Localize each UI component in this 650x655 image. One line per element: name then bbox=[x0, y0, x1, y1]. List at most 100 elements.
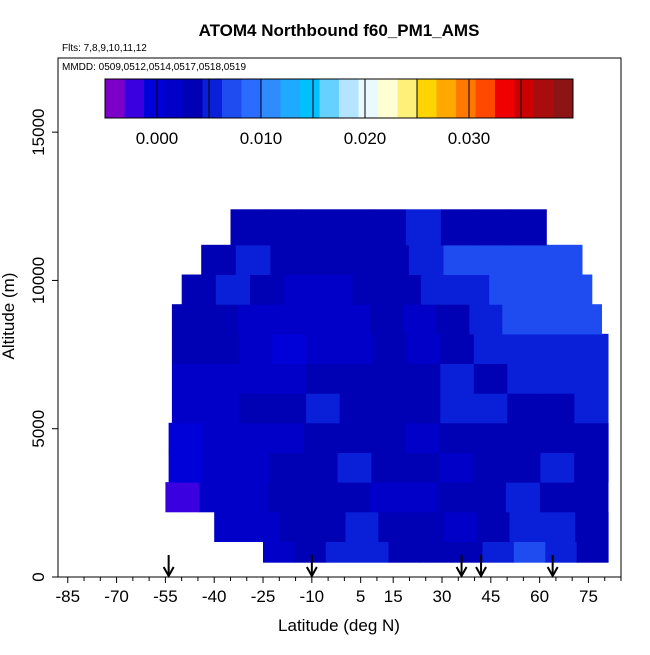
colorbar-segment bbox=[124, 79, 145, 118]
heatmap-cell bbox=[547, 244, 583, 275]
heatmap-cell bbox=[339, 363, 374, 394]
heatmap-cell bbox=[337, 452, 372, 483]
heatmap-cell bbox=[171, 393, 206, 424]
dates-label: MMDD: 0509,0512,0514,0517,0518,0519 bbox=[62, 62, 246, 73]
colorbar-segment bbox=[105, 79, 125, 118]
heatmap-cell bbox=[472, 452, 508, 483]
colorbar-segment bbox=[514, 79, 535, 118]
heatmap-cell bbox=[272, 393, 307, 424]
flight-arrow-head bbox=[455, 566, 468, 579]
heatmap-cell bbox=[540, 363, 575, 394]
heatmap-cell bbox=[573, 482, 609, 513]
heatmap-cell bbox=[576, 541, 609, 563]
heatmap-cell bbox=[236, 452, 271, 483]
heatmap-cell bbox=[574, 452, 609, 483]
heatmap-cell bbox=[294, 541, 327, 563]
x-tick-label: 60 bbox=[530, 587, 549, 606]
heatmap-cell bbox=[535, 304, 569, 335]
colorbar-segment bbox=[358, 79, 379, 118]
colorbar-segment bbox=[222, 79, 242, 118]
chart-title: ATOM4 Northbound f60_PM1_AMS bbox=[199, 21, 480, 40]
flight-arrow-head bbox=[475, 566, 487, 579]
heatmap-cell bbox=[306, 393, 341, 424]
heatmap-cell bbox=[265, 209, 302, 246]
heatmap-cell bbox=[542, 511, 576, 542]
heatmap-cell bbox=[168, 452, 203, 483]
y-tick-label: 10000 bbox=[29, 257, 48, 304]
heatmap-cell bbox=[440, 333, 475, 364]
heatmap-cell bbox=[471, 482, 507, 513]
heatmap-cell bbox=[443, 511, 478, 542]
x-tick-label: 5 bbox=[356, 587, 365, 606]
colorbar-tick-label: 0.000 bbox=[136, 129, 179, 148]
heatmap-cell bbox=[511, 209, 547, 246]
plot-frame bbox=[57, 57, 622, 578]
heatmap-cell bbox=[545, 541, 578, 563]
colorbar-tick-label: 0.030 bbox=[448, 129, 491, 148]
heatmap-cell bbox=[575, 511, 609, 542]
heatmap-cell bbox=[472, 422, 508, 453]
heatmap-cell bbox=[272, 333, 307, 364]
x-tick-label: 30 bbox=[433, 587, 452, 606]
heatmap-cell bbox=[339, 333, 374, 364]
heatmap-cell bbox=[339, 244, 375, 275]
heatmap-cell bbox=[371, 452, 406, 483]
heatmap-cell bbox=[406, 363, 441, 394]
heatmap-cell bbox=[205, 393, 240, 424]
heatmap-cell bbox=[574, 333, 609, 364]
colorbar-tick-label: 0.010 bbox=[240, 129, 283, 148]
colorbar-segment bbox=[163, 79, 184, 118]
heatmap-cell bbox=[482, 541, 515, 563]
heatmap-cell bbox=[250, 274, 285, 305]
heatmap-cell bbox=[439, 452, 474, 483]
heatmap-cell bbox=[440, 209, 477, 246]
heatmap-cell bbox=[388, 541, 421, 563]
y-tick-label: 15000 bbox=[29, 109, 48, 156]
colorbar-segment bbox=[144, 79, 164, 118]
colorbar-segment bbox=[417, 79, 437, 118]
heatmap-cell bbox=[168, 422, 203, 453]
heatmap-cell bbox=[270, 452, 305, 483]
heatmap-cell bbox=[247, 511, 281, 542]
heatmap-cell bbox=[239, 333, 274, 364]
x-tick-label: -10 bbox=[300, 587, 325, 606]
heatmap-cell bbox=[512, 244, 548, 275]
flights-label: Flts: 7,8,9,10,11,12 bbox=[62, 43, 147, 54]
heatmap-cell bbox=[373, 393, 408, 424]
heatmap-cell bbox=[440, 393, 475, 424]
colorbar-segment bbox=[300, 79, 320, 118]
colorbar-segment bbox=[241, 79, 262, 118]
x-tick-label: -25 bbox=[251, 587, 276, 606]
heatmap-cell bbox=[301, 482, 337, 513]
heatmap-cell bbox=[473, 393, 508, 424]
heatmap-cell bbox=[574, 393, 609, 424]
heatmap-cell bbox=[378, 511, 412, 542]
colorbar-segment bbox=[553, 79, 574, 118]
heatmap-cell bbox=[235, 244, 271, 275]
flight-arrow bbox=[546, 555, 559, 579]
flight-arrow bbox=[455, 555, 468, 579]
heatmap-cell bbox=[215, 274, 251, 305]
x-tick-label: 75 bbox=[579, 587, 598, 606]
heatmap-cell bbox=[204, 304, 239, 335]
heatmap-cell bbox=[373, 333, 408, 364]
x-tick-label: 45 bbox=[481, 587, 500, 606]
heatmap-cell bbox=[337, 422, 372, 453]
heatmap-cell bbox=[540, 333, 575, 364]
heatmap-cell bbox=[440, 363, 475, 394]
heatmap-cell bbox=[509, 511, 543, 542]
heatmap-cell bbox=[370, 304, 404, 335]
heatmap-cell bbox=[539, 482, 575, 513]
flight-arrow-head bbox=[162, 566, 175, 579]
colorbar-segment bbox=[534, 79, 554, 118]
colorbar-segment bbox=[319, 79, 340, 118]
heatmap-cell bbox=[523, 274, 559, 305]
heatmap-cell bbox=[436, 304, 470, 335]
heatmap-cell bbox=[279, 511, 314, 542]
colorbar-segment bbox=[495, 79, 515, 118]
heatmap-cell bbox=[270, 422, 305, 453]
colorbar-segment bbox=[378, 79, 398, 118]
colorbar: 0.000 0.010 0.020 0.030 bbox=[104, 78, 574, 148]
heatmap-cell bbox=[540, 422, 575, 453]
heatmap-cell bbox=[443, 244, 479, 275]
